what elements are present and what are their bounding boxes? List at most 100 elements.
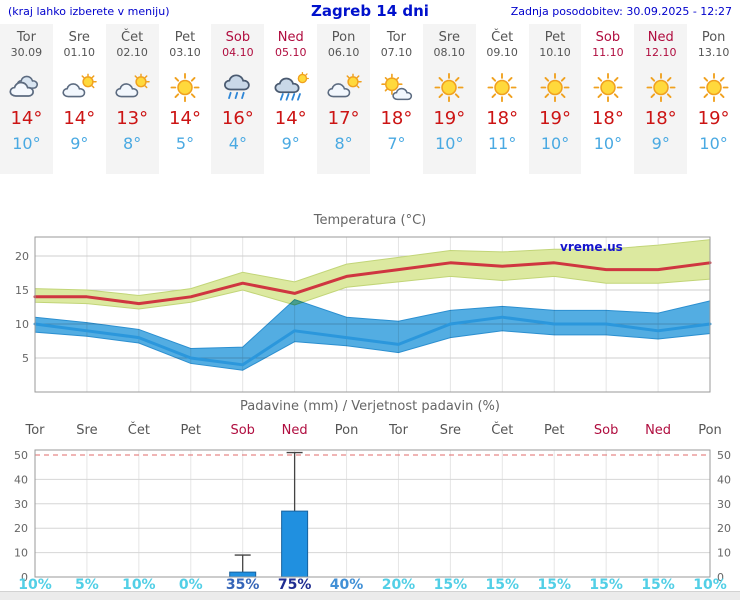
- day-date: 10.10: [539, 46, 571, 59]
- precip-probability-label: 15%: [434, 577, 468, 593]
- temp-y-tick: 5: [22, 352, 29, 365]
- precip-day-label: Pet: [544, 423, 564, 438]
- high-temp: 17°: [327, 108, 360, 129]
- precip-day-label: Pon: [335, 423, 359, 438]
- day-column: Čet 02.10 13° 8°: [105, 24, 159, 174]
- sunny-icon: [537, 72, 573, 103]
- day-name: Sob: [225, 30, 251, 45]
- max-temp-line: [33, 261, 712, 306]
- high-temp: 19°: [539, 108, 571, 129]
- low-temp: 9°: [70, 134, 89, 153]
- precip-probability-label: 40%: [330, 577, 364, 593]
- day-name: Čet: [121, 30, 144, 45]
- low-temp: 9°: [281, 134, 300, 153]
- precip-probability-label: 20%: [382, 577, 416, 593]
- precip-day-label: Čet: [491, 422, 513, 438]
- precip-y-tick-left: 20: [14, 522, 28, 535]
- precipitation-chart-title: Padavine (mm) / Verjetnost padavin (%): [240, 399, 500, 414]
- day-name: Tor: [16, 30, 36, 45]
- day-date: 08.10: [433, 46, 466, 59]
- day-column: Čet 09.10 18° 11°: [476, 24, 529, 174]
- precip-probability-label: 15%: [641, 577, 675, 593]
- high-temp: 13°: [116, 108, 149, 129]
- daily-forecast-strip: Tor 30.09 14° 10° Sre 01.10 14° 9° Čet 0…: [0, 24, 740, 174]
- precip-day-label: Sob: [230, 423, 254, 438]
- precip-day-label: Tor: [24, 423, 45, 438]
- day-date: 30.09: [10, 46, 43, 59]
- day-column: Pet 03.10 14° 5°: [159, 24, 212, 174]
- location-menu-hint: (kraj lahko izberete v meniju): [8, 5, 170, 18]
- precip-probability-label: 10%: [18, 577, 52, 593]
- sunny-icon: [643, 72, 679, 103]
- sunny-icon: [696, 72, 732, 103]
- temp-y-tick: 20: [15, 250, 29, 263]
- temperature-chart: 5 10 15 20 vreme.us: [15, 236, 712, 393]
- mostly-sunny-icon: [378, 72, 414, 103]
- precip-probability-label: 15%: [486, 577, 520, 593]
- day-name: Sre: [438, 30, 460, 45]
- temperature-chart-title: Temperatura (°C): [313, 213, 427, 228]
- partly-cloudy-icon: [114, 72, 150, 103]
- precip-day-label: Ned: [645, 423, 671, 438]
- high-temp: 18°: [380, 108, 413, 129]
- day-column: Sob 11.10 18° 10°: [581, 24, 634, 174]
- day-column: Pon 13.10 19° 10°: [687, 24, 740, 174]
- precip-day-label: Pet: [181, 423, 201, 438]
- precip-probability-label: 75%: [278, 577, 312, 593]
- precip-probability-label: 15%: [537, 577, 571, 593]
- day-name: Ned: [647, 30, 674, 45]
- day-name: Pon: [331, 30, 356, 45]
- day-name: Pet: [174, 30, 196, 45]
- min-temp-line: [33, 315, 712, 367]
- precip-bar: [281, 510, 309, 578]
- day-name: Pon: [701, 30, 726, 45]
- high-temp: 19°: [697, 108, 730, 129]
- precip-y-tick-right: 50: [717, 449, 731, 462]
- partly-cloudy-icon: [61, 72, 97, 103]
- day-column: Pet 10.10 19° 10°: [528, 24, 582, 174]
- day-column: Sob 04.10 16° 4°: [211, 24, 265, 174]
- low-temp: 10°: [593, 134, 623, 153]
- day-name: Sre: [68, 30, 90, 45]
- temp-y-tick: 15: [15, 284, 29, 297]
- temp-y-tick: 10: [15, 318, 29, 331]
- precip-probability-label: 10%: [122, 577, 156, 593]
- rain-icon: [220, 72, 256, 103]
- day-date: 11.10: [592, 46, 624, 59]
- precip-y-tick-left: 50: [14, 449, 28, 462]
- precip-probability-label: 0%: [179, 577, 203, 593]
- high-temp: 14°: [10, 108, 43, 129]
- day-column: Sre 01.10 14° 9°: [53, 24, 106, 174]
- precip-y-tick-right: 20: [717, 522, 731, 535]
- precip-probability-label: 15%: [589, 577, 623, 593]
- day-column: Sre 08.10 19° 10°: [422, 24, 476, 174]
- precip-y-tick-right: 40: [717, 473, 731, 486]
- precip-day-label: Čet: [128, 422, 150, 438]
- low-temp: 11°: [487, 134, 517, 153]
- low-temp: 9°: [651, 134, 670, 153]
- day-name: Ned: [277, 30, 304, 45]
- high-temp: 16°: [221, 108, 254, 129]
- day-date: 06.10: [327, 46, 360, 59]
- partly-cloudy-icon: [326, 72, 362, 103]
- sunny-icon: [167, 72, 203, 103]
- day-date: 02.10: [116, 46, 148, 59]
- day-column: Ned 05.10 14° 9°: [264, 24, 317, 174]
- precip-day-label: Sre: [440, 423, 461, 438]
- high-temp: 14°: [63, 108, 96, 129]
- precip-probability-label: 5%: [75, 577, 99, 593]
- horizontal-scrollbar[interactable]: [0, 591, 740, 600]
- precip-day-label: Sob: [594, 423, 618, 438]
- precip-y-tick-right: 10: [717, 547, 731, 560]
- precipitation-chart: Tor Sre Čet Pet Sob Ned Pon Tor Sre Čet Pet Sob Ned P…: [14, 422, 731, 593]
- sunny-icon: [484, 72, 520, 103]
- last-updated: Zadnja posodobitev: 30.09.2025 - 12:27: [510, 5, 732, 18]
- precip-day-label: Sre: [76, 423, 97, 438]
- precip-day-label: Tor: [388, 423, 409, 438]
- low-temp: 8°: [334, 134, 353, 153]
- low-temp: 10°: [12, 134, 41, 153]
- day-date: 05.10: [274, 46, 307, 59]
- day-name: Sob: [595, 30, 621, 45]
- day-date: 09.10: [486, 46, 518, 59]
